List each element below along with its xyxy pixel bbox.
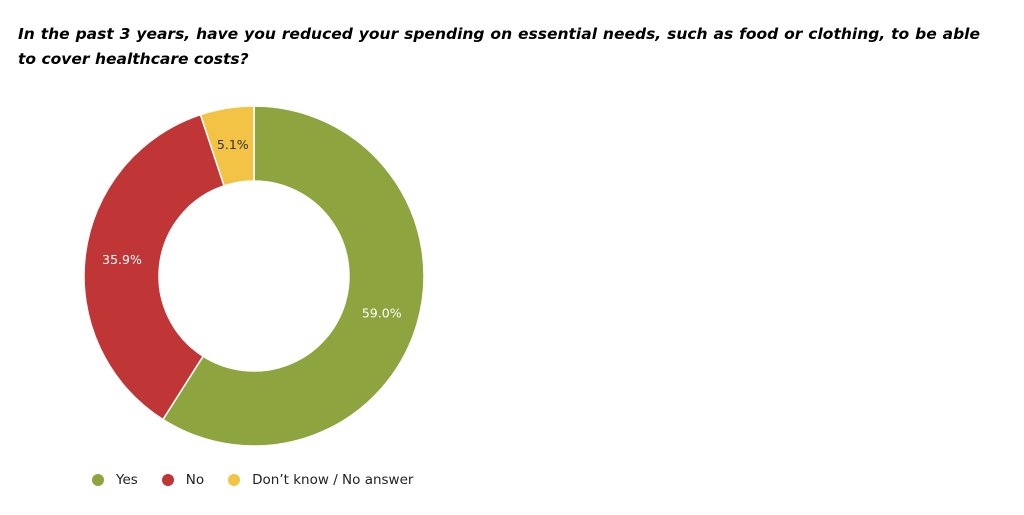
slice-no [83, 113, 226, 421]
slice-don-t-know-no-answer [199, 105, 255, 187]
legend-marker [228, 474, 241, 486]
legend-marker [92, 474, 104, 486]
legend-label: No [185, 472, 205, 488]
legend-marker [161, 474, 174, 486]
donut-slices [83, 105, 425, 447]
legend-label: Yes [116, 472, 138, 488]
legend-label: Don’t know / No answer [252, 472, 414, 488]
legend: Yes No Don’t know / No answer [92, 472, 437, 488]
slice-yes [161, 105, 425, 447]
legend-item-yes: Yes [92, 472, 138, 488]
data-label-no: 35.9% [102, 252, 142, 267]
legend-item-don-t-know-no-answer: Don’t know / No answer [228, 472, 413, 488]
data-label-yes: 59.0% [362, 306, 402, 321]
chart-title: In the past 3 years, have you reduced yo… [18, 25, 980, 68]
data-label-don-t-know-no-answer: 5.1% [217, 137, 249, 152]
slice-labels: 59.0% 35.9% 5.1% [102, 137, 402, 320]
legend-item-no: No [161, 472, 205, 488]
